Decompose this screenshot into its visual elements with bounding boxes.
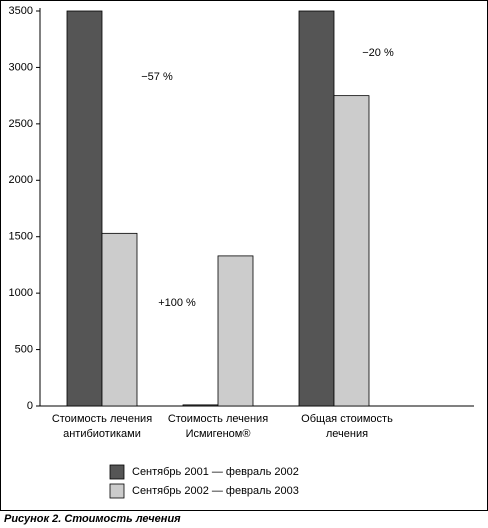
bar: [333, 95, 370, 407]
bar: [101, 232, 138, 407]
x-tick-label: Стоимость лечения: [52, 413, 152, 425]
y-tick-label: 1500: [9, 231, 33, 243]
y-tick-label: 500: [15, 343, 33, 355]
annotation: −57 %: [141, 71, 173, 83]
x-tick-label: Стоимость лечения: [168, 413, 268, 425]
bar: [217, 255, 254, 407]
legend-label: Сентябрь 2002 — февраль 2003: [132, 485, 299, 497]
x-tick-label: антибиотиками: [63, 428, 141, 440]
chart-title: Рисунок 2. Стоимость лечения: [4, 513, 181, 525]
y-tick-label: 1000: [9, 287, 33, 299]
bar: [66, 10, 103, 407]
x-tick-label: Исмигеном®: [186, 428, 251, 440]
y-tick-label: 2500: [9, 118, 33, 130]
annotation: +100 %: [158, 297, 196, 309]
y-tick-label: 0: [27, 400, 33, 412]
annotation: −20 %: [362, 47, 394, 59]
legend-swatch: [109, 464, 125, 480]
x-tick-label: лечения: [326, 428, 368, 440]
bar: [182, 404, 219, 407]
legend-label: Сентябрь 2001 — февраль 2002: [132, 466, 299, 478]
y-tick-label: 3500: [9, 5, 33, 17]
y-tick-label: 3000: [9, 61, 33, 73]
y-tick-label: 2000: [9, 174, 33, 186]
bar: [298, 10, 335, 407]
legend-swatch: [109, 483, 125, 499]
x-tick-label: Общая стоимость: [301, 413, 393, 425]
